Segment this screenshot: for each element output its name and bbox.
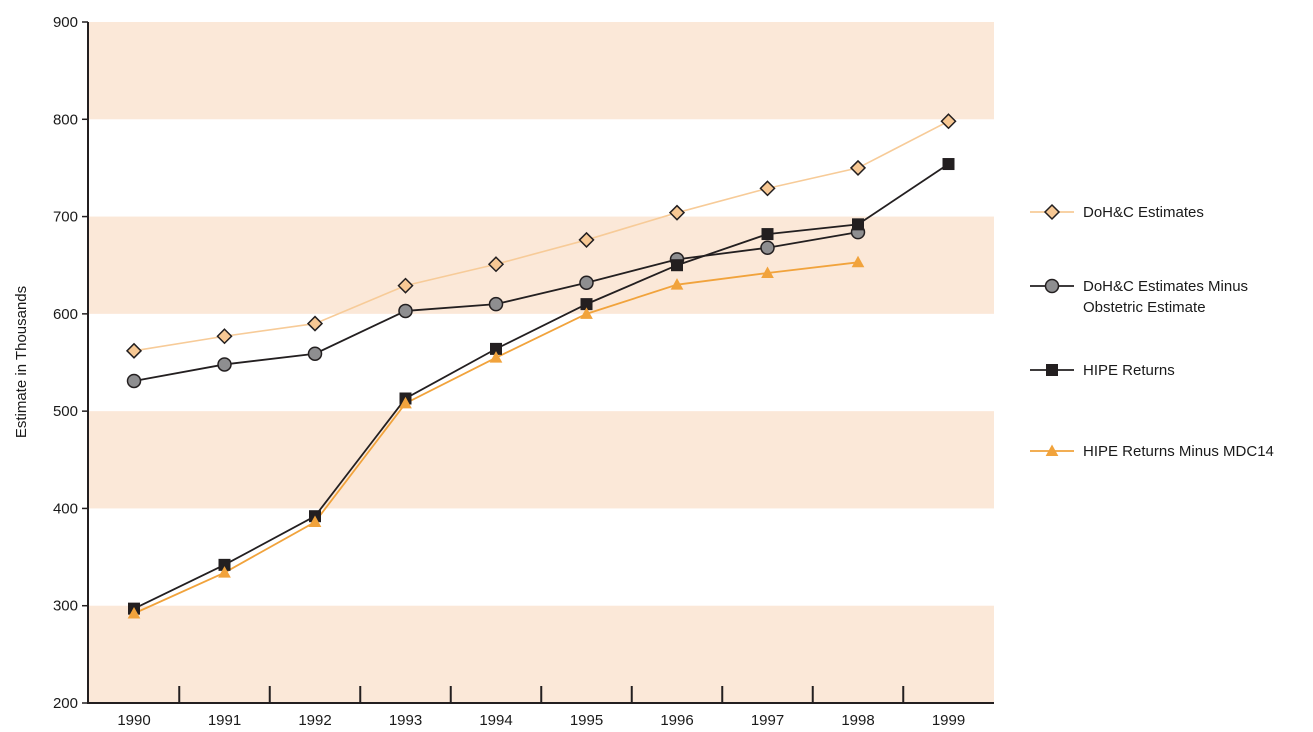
legend-label: HIPE Returns Minus MDC14 xyxy=(1083,443,1274,460)
series-markers xyxy=(125,113,957,619)
legend-label: DoH&C Estimates xyxy=(1083,204,1204,221)
grid-band xyxy=(88,216,994,314)
series-line-1 xyxy=(133,120,949,352)
data-point-series-2 xyxy=(488,296,504,312)
data-point-series-1 xyxy=(849,159,867,176)
y-tick-label: 400 xyxy=(53,500,78,517)
data-point-series-1 xyxy=(578,231,595,248)
data-point-series-4 xyxy=(399,396,412,409)
x-tick-label: 1994 xyxy=(479,712,512,729)
x-tick-label: 1992 xyxy=(298,712,331,729)
data-point-series-2 xyxy=(217,357,232,372)
data-point-series-1 xyxy=(397,277,414,294)
x-tick-label: 1993 xyxy=(389,712,422,729)
data-point-series-1 xyxy=(940,113,957,130)
data-point-series-2 xyxy=(307,346,323,361)
data-point-series-4 xyxy=(761,266,774,278)
x-tick-label: 1997 xyxy=(751,712,784,729)
series-line-3 xyxy=(133,163,949,610)
data-point-series-4 xyxy=(670,278,684,290)
series-lines xyxy=(133,120,949,615)
y-tick-label: 700 xyxy=(53,209,78,226)
data-point-series-2 xyxy=(760,240,775,255)
x-tick-label: 1996 xyxy=(660,712,693,729)
y-tick-label: 300 xyxy=(53,598,78,615)
legend: DoH&C Estimates DoH&C Estimates Minus Obst… xyxy=(1030,203,1274,460)
data-point-series-3 xyxy=(852,218,864,231)
data-point-series-4 xyxy=(489,351,503,363)
data-point-series-3 xyxy=(942,158,955,171)
y-axis-title: Estimate in Thousands xyxy=(13,286,30,438)
grid-band xyxy=(88,411,994,509)
data-point-series-3 xyxy=(761,228,774,241)
y-axis-ticks: 200 300 400 500 600 700 800 900 xyxy=(53,14,88,712)
x-tick-label: 1995 xyxy=(570,712,603,729)
x-tick-label: 1990 xyxy=(117,712,150,729)
y-tick-label: 900 xyxy=(53,14,78,31)
legend-label: DoH&C Estimates Minus xyxy=(1083,278,1248,295)
legend-marker xyxy=(1046,364,1058,376)
data-point-series-4 xyxy=(580,307,593,319)
y-tick-label: 500 xyxy=(53,403,78,420)
legend-marker xyxy=(1043,203,1061,221)
y-tick-label: 800 xyxy=(53,111,78,128)
x-tick-label: 1998 xyxy=(841,712,874,729)
data-point-series-1 xyxy=(306,315,324,332)
data-point-series-4 xyxy=(851,255,865,268)
data-point-series-4 xyxy=(218,566,231,578)
legend-label: HIPE Returns xyxy=(1083,362,1175,379)
y-tick-label: 200 xyxy=(53,695,78,712)
legend-label: Obstetric Estimate xyxy=(1083,299,1206,316)
grid-band xyxy=(88,22,994,120)
background-bands xyxy=(88,22,994,703)
data-point-series-2 xyxy=(126,373,142,389)
x-axis-ticks: 1990 1991 1992 1993 1994 1995 1996 1997 1998 1999 xyxy=(117,686,965,729)
data-point-series-1 xyxy=(216,328,233,345)
data-point-series-1 xyxy=(125,342,143,359)
y-tick-label: 600 xyxy=(53,306,78,323)
legend-marker xyxy=(1045,444,1059,456)
data-point-series-2 xyxy=(398,303,413,319)
legend-marker xyxy=(1044,278,1060,294)
data-point-series-1 xyxy=(487,256,505,273)
x-tick-label: 1999 xyxy=(932,712,965,729)
data-point-series-4 xyxy=(127,606,141,619)
data-point-series-4 xyxy=(308,515,322,528)
data-point-series-3 xyxy=(671,259,683,272)
x-tick-label: 1991 xyxy=(208,712,241,729)
data-point-series-1 xyxy=(759,180,776,197)
data-point-series-2 xyxy=(579,275,594,290)
data-point-series-1 xyxy=(668,204,686,221)
